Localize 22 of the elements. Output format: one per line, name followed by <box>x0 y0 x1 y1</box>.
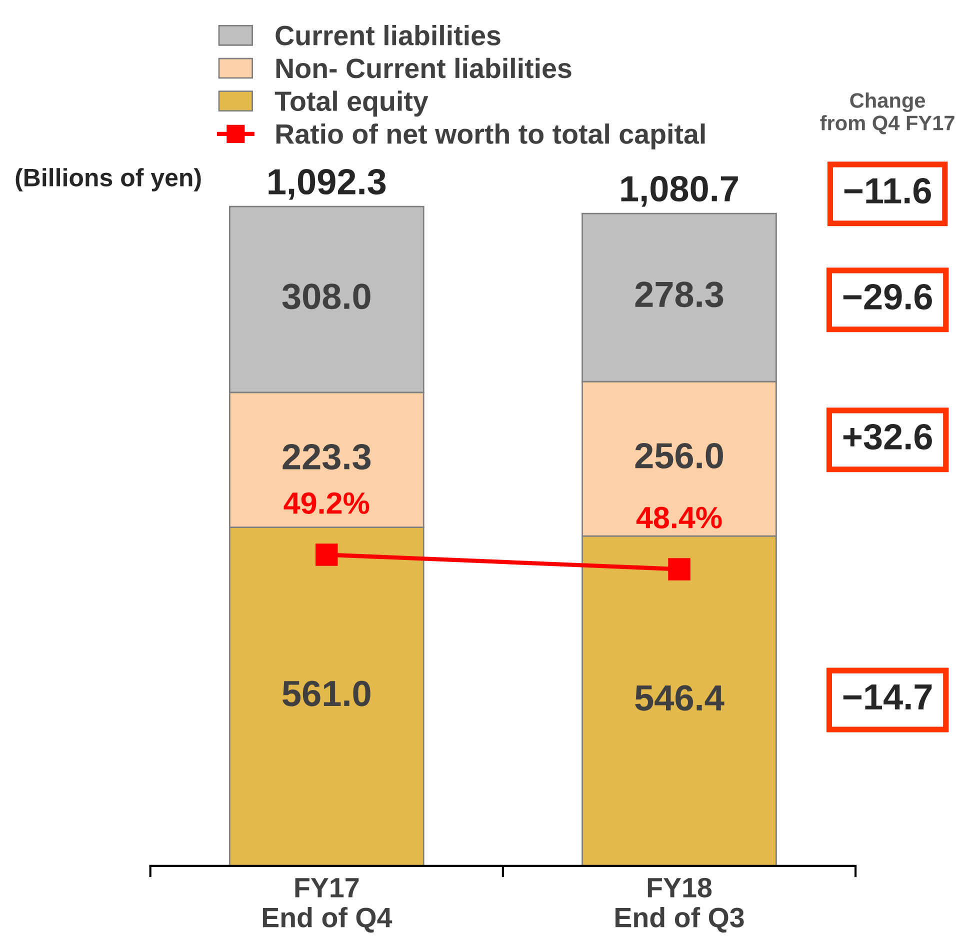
text: Change from Q4 FY17 <box>820 92 954 134</box>
annotation: −29.6 <box>843 284 932 310</box>
data-label: 278.3 <box>635 282 724 308</box>
legend-label: Total equity <box>274 90 428 117</box>
total-label: 1,080.7 <box>621 176 738 207</box>
data-label: 223.3 <box>282 444 371 470</box>
x-tick-label: FY18 End of Q3 <box>616 878 744 933</box>
data-label: 561.0 <box>282 680 370 706</box>
data-label: 256.0 <box>635 442 723 469</box>
data-label: 48.4% <box>636 506 722 528</box>
text: (Billions of yen) <box>16 168 201 192</box>
data-label: 308.0 <box>282 284 370 310</box>
total-label: 1,092.3 <box>268 168 386 200</box>
legend-label: Ratio of net worth to total capital <box>276 124 705 150</box>
legend-label: Non- Current liabilities <box>276 58 572 78</box>
data-label: 546.4 <box>635 685 724 711</box>
data-label: 49.2% <box>284 492 370 514</box>
annotation: −14.7 <box>843 684 932 710</box>
annotation: −11.6 <box>844 178 931 204</box>
legend-label: Current liabilities <box>276 25 500 46</box>
x-tick-label: FY17 End of Q4 <box>262 878 392 933</box>
annotation: +32.6 <box>843 424 932 450</box>
